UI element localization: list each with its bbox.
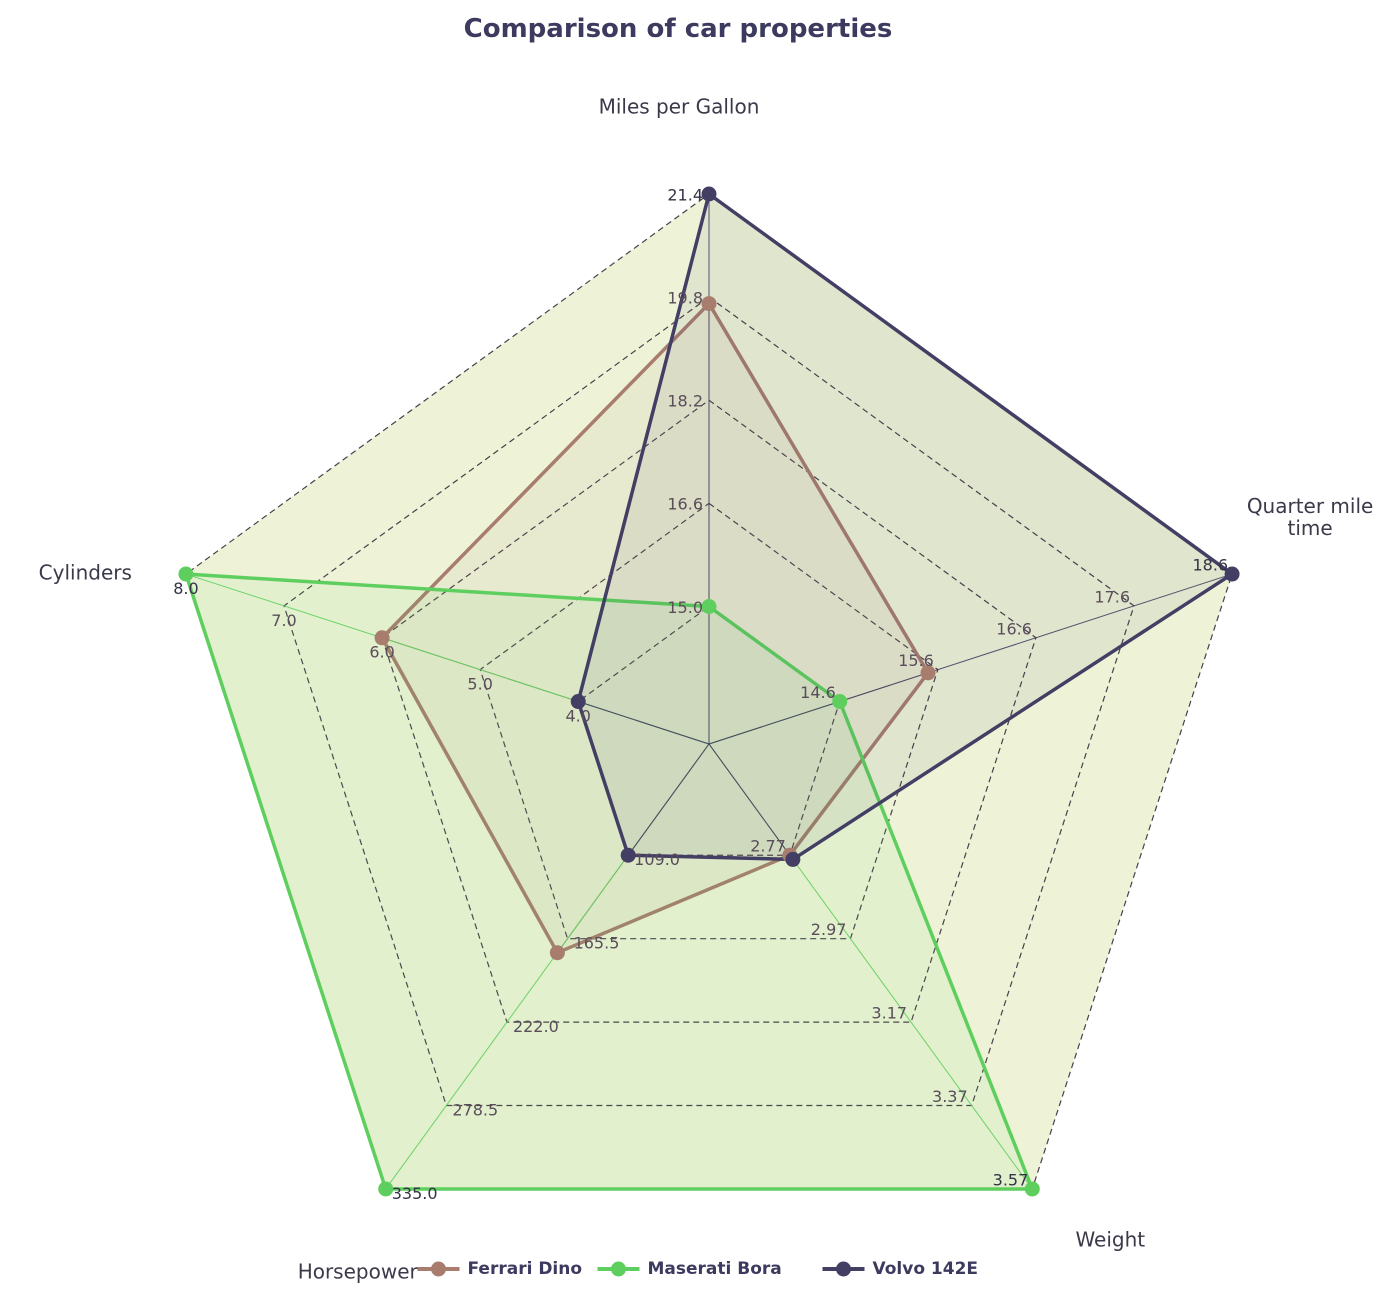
data-point-maserati-bora-2 <box>832 694 848 710</box>
data-point-ferrari-dino-1 <box>701 296 717 312</box>
tick-label-axis3-1: 2.77 <box>750 837 786 856</box>
legend-label: Maserati Bora <box>648 1259 782 1279</box>
data-point-maserati-bora-5 <box>178 566 194 582</box>
tick-label-axis3-3: 3.17 <box>871 1004 907 1023</box>
tick-label-axis2-2: 15.6 <box>898 651 934 670</box>
tick-label-axis4-1: 109.0 <box>634 850 680 869</box>
grid-ring-3 <box>381 399 1037 1023</box>
legend-label: Ferrari Dino <box>468 1259 583 1279</box>
data-point-volvo-142e-4 <box>620 847 636 863</box>
data-point-volvo-142e-2 <box>1224 566 1240 582</box>
legend-label: Volvo 142E <box>873 1259 979 1279</box>
series-line-volvo-142e <box>576 192 1234 862</box>
legend: Ferrari Dino Maserati Bora Volvo 142E <box>417 1259 979 1279</box>
tick-label-axis5-2: 5.0 <box>467 675 492 694</box>
data-point-ferrari-dino-4 <box>549 945 565 961</box>
tick-label-axis1-5: 21.4 <box>667 185 703 204</box>
series-fill-ferrari-dino <box>382 303 929 953</box>
grid-ring-4 <box>283 296 1135 1107</box>
tick-layer: 15.0 16.6 18.2 19.8 21.4 14.6 15.6 16.6 17.6 18.6… <box>173 185 1228 1203</box>
series-spoke-volvo-142e-4 <box>627 743 710 856</box>
tick-label-axis5-3: 6.0 <box>369 643 394 662</box>
tick-label-axis1-2: 16.6 <box>667 495 703 514</box>
axis-label-layer: Miles per Gallon Quarter mile time Weight Ho… <box>39 95 1374 1284</box>
axis-label-horsepower: Horsepower <box>298 1259 419 1283</box>
legend-item-volvo-142e: Volvo 142E <box>822 1259 979 1279</box>
data-point-volvo-142e-1 <box>701 186 717 202</box>
data-point-ferrari-dino-5 <box>374 630 390 646</box>
tick-label-axis2-5: 18.6 <box>1192 556 1228 575</box>
tick-label-axis4-5: 335.0 <box>392 1184 438 1203</box>
axis-label-miles-per-gallon: Miles per Gallon <box>599 95 760 119</box>
data-point-volvo-142e-3 <box>785 851 801 867</box>
series-line-maserati-bora <box>184 572 1035 1191</box>
tick-label-axis4-3: 222.0 <box>513 1017 559 1036</box>
series-spoke-volvo-142e-2 <box>708 573 1233 745</box>
legend-swatch-marker <box>611 1261 626 1277</box>
axis-label-weight: Weight <box>1075 1227 1145 1251</box>
chart-title: Comparison of car properties <box>464 14 893 44</box>
data-point-maserati-bora-4 <box>378 1181 394 1197</box>
axis-label-cylinders: Cylinders <box>39 561 132 585</box>
grid-ring-5 <box>185 193 1233 1190</box>
legend-swatch-marker <box>431 1261 446 1277</box>
data-point-maserati-bora-3 <box>1024 1181 1040 1197</box>
tick-label-axis1-1: 15.0 <box>667 598 703 617</box>
tick-label-axis2-3: 16.6 <box>996 619 1032 638</box>
tick-label-axis3-2: 2.97 <box>811 920 847 939</box>
series-layer <box>178 186 1240 1197</box>
grid-ring-2 <box>479 502 939 940</box>
axis-label-quarter-mile-time: Quarter mile time <box>1247 494 1374 540</box>
tick-label-axis2-4: 17.6 <box>1094 587 1130 606</box>
legend-item-maserati-bora: Maserati Bora <box>597 1259 782 1279</box>
data-point-volvo-142e-5 <box>570 694 586 710</box>
tick-label-axis2-1: 14.6 <box>800 683 836 702</box>
data-point-maserati-bora-1 <box>701 599 717 614</box>
tick-label-axis4-2: 165.5 <box>574 934 620 953</box>
series-fill-volvo-142e <box>578 194 1233 860</box>
tick-label-axis4-4: 278.5 <box>452 1100 498 1119</box>
data-point-ferrari-dino-2 <box>920 665 936 681</box>
tick-label-axis5-4: 7.0 <box>271 611 296 630</box>
series-spoke-volvo-142e-5 <box>578 701 710 745</box>
tick-label-axis1-3: 18.2 <box>667 392 703 411</box>
tick-label-axis5-5: 8.0 <box>173 579 198 598</box>
series-spoke-volvo-142e-3 <box>708 743 794 860</box>
legend-item-ferrari-dino: Ferrari Dino <box>417 1259 583 1279</box>
tick-label-axis1-4: 19.8 <box>667 288 703 307</box>
tick-label-axis5-1: 4.0 <box>566 706 591 725</box>
legend-swatch-marker <box>836 1261 851 1277</box>
tick-label-axis3-5: 3.57 <box>993 1170 1029 1189</box>
series-line-ferrari-dino <box>380 301 930 955</box>
tick-label-axis3-4: 3.37 <box>932 1087 968 1106</box>
